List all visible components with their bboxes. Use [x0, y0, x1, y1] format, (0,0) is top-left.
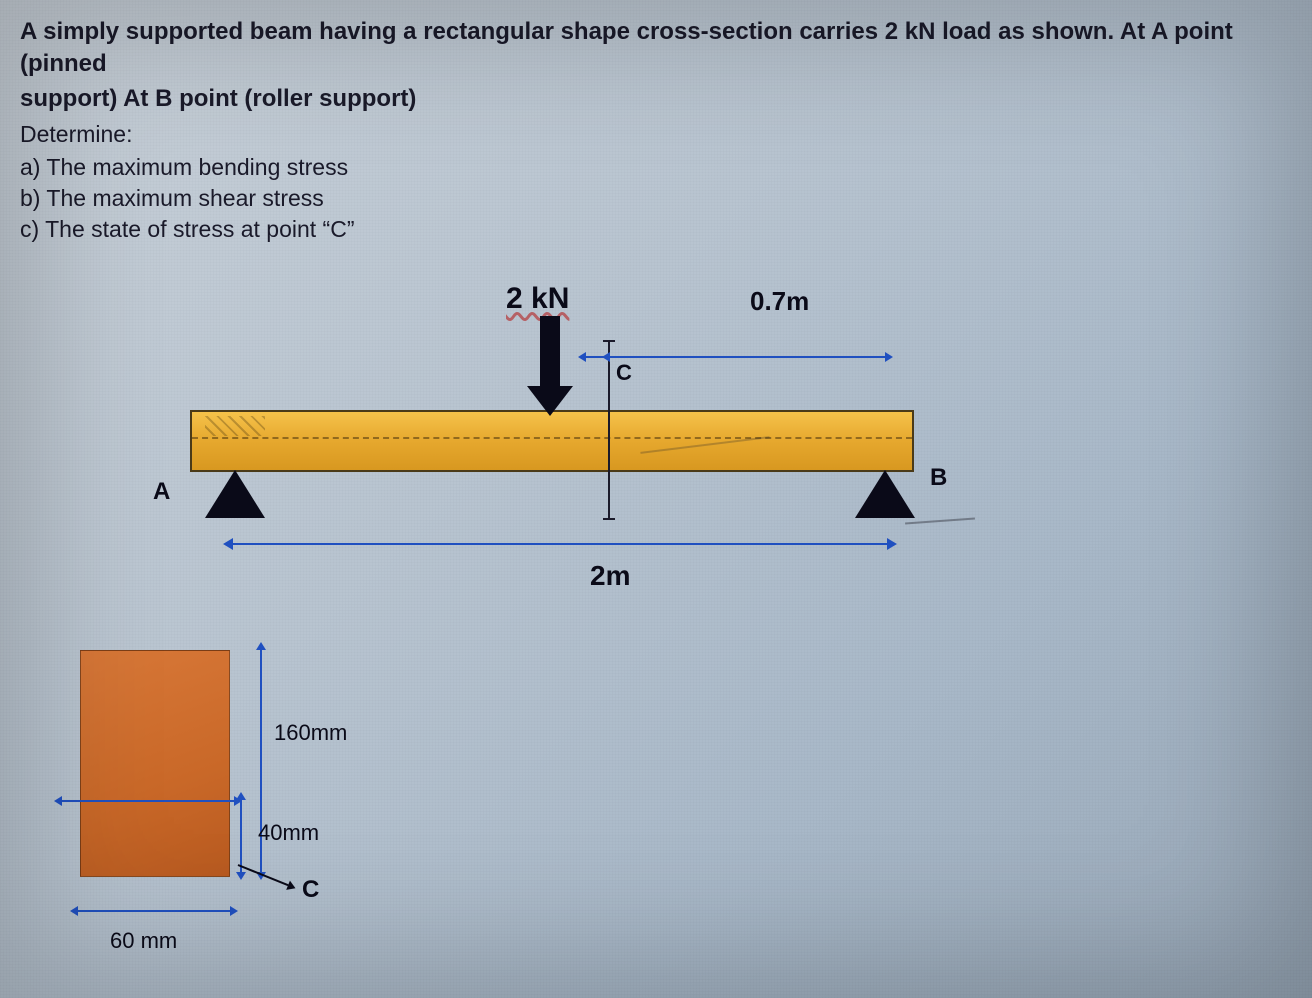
c-section-tick-top: [603, 340, 615, 342]
support-a-label: A: [153, 478, 170, 506]
width-dimension-arrow: [78, 910, 230, 912]
title-line-1: A simply supported beam having a rectang…: [20, 16, 1292, 81]
c-offset-dimension-arrow: [240, 800, 242, 872]
height-dimension-label: 160mm: [274, 720, 347, 746]
option-b: b) The maximum shear stress: [20, 185, 1292, 212]
c-point-label: C: [616, 360, 632, 386]
load-label: 2 kN: [506, 282, 569, 316]
scratch-decoration: [905, 518, 975, 525]
option-c: c) The state of stress at point “C”: [20, 216, 1292, 243]
support-b-icon: [855, 470, 915, 518]
beam-body: [190, 410, 914, 472]
c-section-line: [608, 340, 610, 520]
dimension-0-7m-arrow: [610, 356, 885, 358]
beam-diagram: A B 2 kN C 0.7m 2m: [190, 270, 980, 600]
dimension-0-7m-label: 0.7m: [750, 286, 809, 317]
cross-section-rect: [80, 650, 230, 877]
dimension-2m-label: 2m: [590, 560, 630, 592]
cross-section-diagram: 160mm 40mm C 60 mm: [60, 650, 360, 970]
c-offset-dimension-label: 40mm: [258, 820, 319, 846]
determine-label: Determine:: [20, 121, 1292, 148]
problem-text: A simply supported beam having a rectang…: [20, 16, 1292, 247]
width-dimension-label: 60 mm: [110, 928, 177, 954]
title-line-2: support) At B point (roller support): [20, 85, 1292, 113]
cross-section-centerline-arrow: [62, 800, 234, 802]
load-arrow-head: [527, 386, 573, 416]
support-b-label: B: [930, 464, 947, 492]
option-a: a) The maximum bending stress: [20, 154, 1292, 181]
dimension-2m-arrow: [233, 543, 887, 545]
c-section-tick-bottom: [603, 518, 615, 520]
cross-section-c-label: C: [302, 876, 319, 904]
support-a-icon: [205, 470, 265, 518]
load-arrow-shaft: [540, 316, 560, 390]
